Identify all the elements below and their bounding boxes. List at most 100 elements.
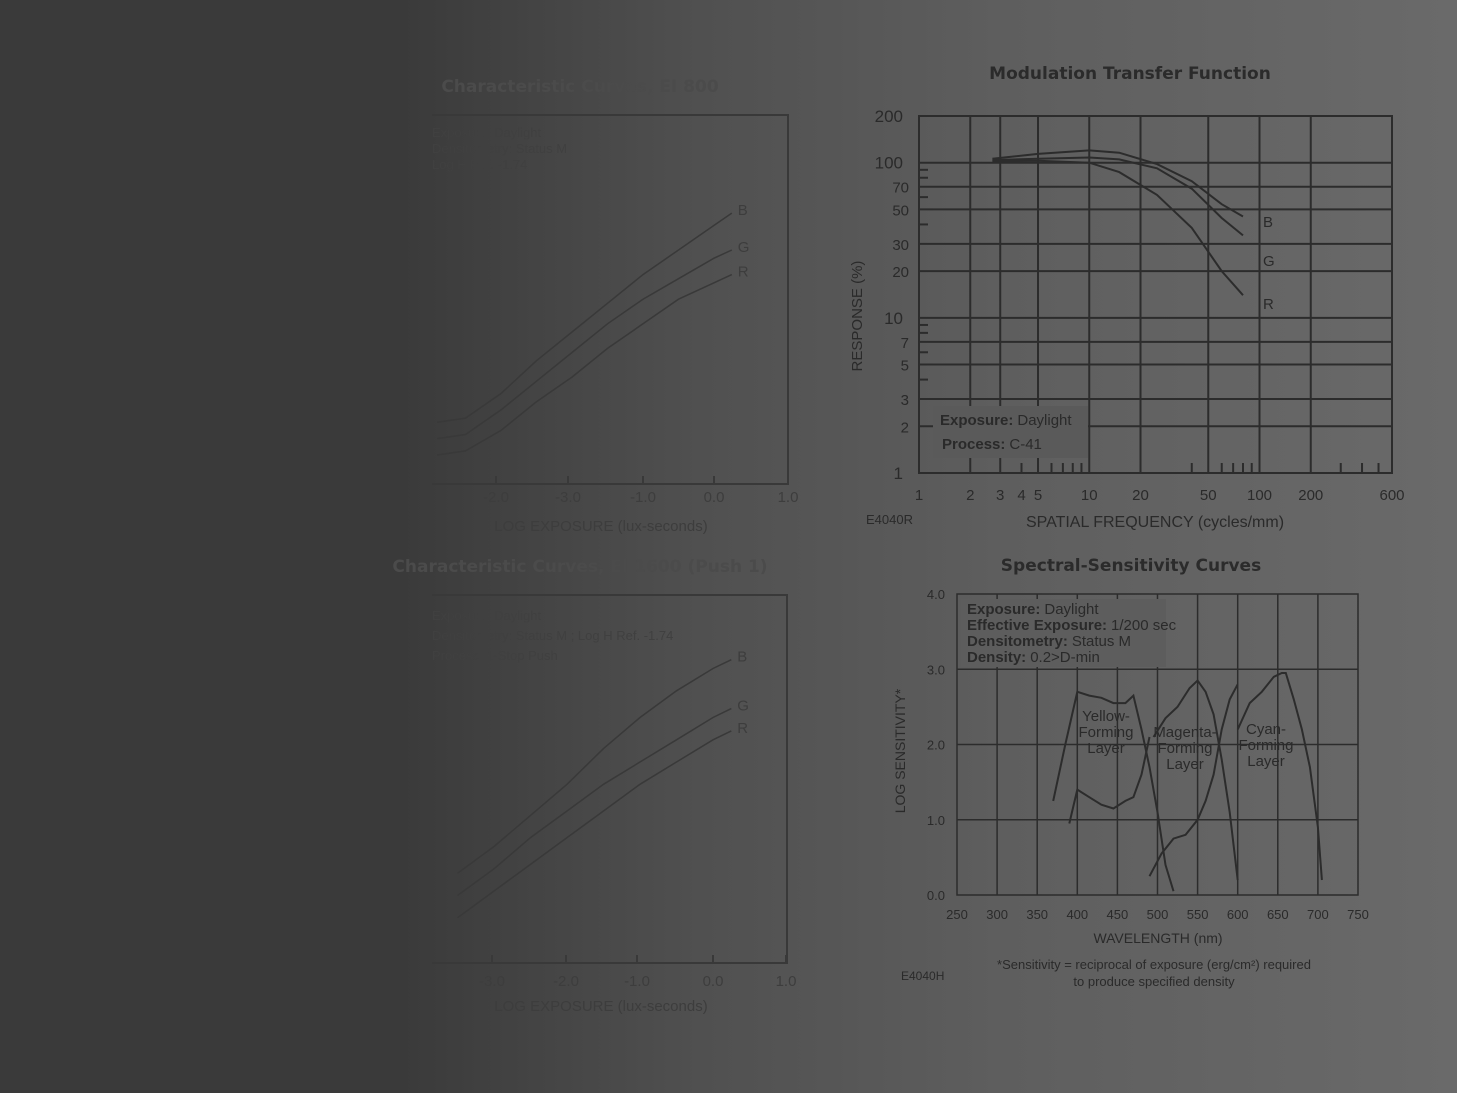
layer-label: Yellow- bbox=[1082, 708, 1130, 725]
annotation-exposure: Exposure: Daylight bbox=[940, 412, 1072, 429]
series-line bbox=[1052, 690, 1175, 892]
series-label: R bbox=[737, 720, 748, 737]
x-tick-label: -1.0 bbox=[630, 489, 656, 506]
chart-note: Exposure: Daylight bbox=[432, 125, 541, 140]
series-line bbox=[1068, 736, 1151, 824]
y-tick-label: 20 bbox=[892, 264, 909, 281]
x-tick-label: -3.0 bbox=[479, 973, 505, 990]
mtf-chart: Modulation Transfer Function 200 100 70 50 3… bbox=[849, 64, 1405, 531]
layer-label: Layer bbox=[1166, 756, 1204, 773]
layer-label: Magenta- bbox=[1153, 724, 1216, 741]
y-tick-label: 3.0 bbox=[927, 662, 945, 677]
x-tick-label: 450 bbox=[1107, 907, 1129, 922]
series-line-B bbox=[436, 212, 733, 423]
chart-note: Log H Ref. -1.74 bbox=[432, 157, 527, 172]
y-axis-label: RESPONSE (%) bbox=[849, 261, 866, 372]
layer-label: Cyan- bbox=[1246, 721, 1286, 738]
x-axis-label: LOG EXPOSURE (lux-seconds) bbox=[494, 998, 707, 1015]
series-line-R bbox=[457, 730, 732, 919]
x-tick-label: 700 bbox=[1307, 907, 1329, 922]
series-line-B bbox=[457, 659, 732, 874]
x-tick-label: 400 bbox=[1066, 907, 1088, 922]
y-tick-label: 4.0 bbox=[927, 587, 945, 602]
plot-frame bbox=[432, 594, 788, 964]
annotation-box bbox=[933, 406, 1088, 458]
x-tick-label: 650 bbox=[1267, 907, 1289, 922]
layer-label: Forming bbox=[1078, 724, 1133, 741]
chart-note: Densitometry: Status M bbox=[432, 141, 567, 156]
x-tick-label: 0.0 bbox=[704, 489, 725, 506]
x-tick-label: 600 bbox=[1227, 907, 1249, 922]
x-tick-label: 1.0 bbox=[776, 973, 797, 990]
plot-frame bbox=[918, 115, 1393, 474]
y-tick-label: 200 bbox=[875, 107, 903, 126]
annotation-box bbox=[961, 599, 1166, 667]
x-axis-label: SPATIAL FREQUENCY (cycles/mm) bbox=[1026, 514, 1284, 531]
series-line bbox=[1236, 672, 1323, 881]
x-tick-label: 10 bbox=[1081, 487, 1098, 504]
chart-note: Exposure: Daylight bbox=[432, 608, 541, 623]
annotation-process: Process: C-41 bbox=[942, 436, 1042, 453]
series-line-R bbox=[436, 273, 733, 456]
x-tick-label: 50 bbox=[1200, 487, 1217, 504]
series-line-R bbox=[992, 159, 1244, 296]
x-tick-label: -2.0 bbox=[483, 489, 509, 506]
series-label: R bbox=[1263, 296, 1274, 313]
figure-code: E4040H bbox=[901, 969, 944, 983]
y-tick-label: 70 bbox=[892, 180, 909, 197]
series-line-G bbox=[457, 707, 732, 897]
chart-title: Spectral-Sensitivity Curves bbox=[1001, 556, 1261, 576]
y-tick-label: 50 bbox=[892, 202, 909, 219]
figure-code: E4040R bbox=[866, 512, 913, 527]
series-label: G bbox=[738, 239, 750, 256]
chart-title: Characteristic Curves, EI 800 bbox=[441, 77, 719, 97]
layer-label: Forming bbox=[1238, 737, 1293, 754]
chart-title: Characteristic Curves, EI 1600 (Push 1) bbox=[392, 557, 767, 577]
x-tick-label: 4 bbox=[1017, 487, 1025, 504]
y-tick-label: 1.0 bbox=[927, 813, 945, 828]
footnote: *Sensitivity = reciprocal of exposure (e… bbox=[997, 957, 1311, 972]
y-axis-label: LOG SENSITIVITY* bbox=[892, 688, 908, 813]
chart-note: Process: 1-Stop Push bbox=[432, 648, 558, 663]
y-tick-label: 3 bbox=[901, 392, 909, 409]
y-tick-label: 1 bbox=[894, 464, 903, 483]
series-label: G bbox=[737, 698, 749, 715]
x-tick-label: 1 bbox=[915, 487, 923, 504]
x-tick-label: 100 bbox=[1247, 487, 1272, 504]
series-label: B bbox=[737, 649, 747, 666]
x-tick-label: 750 bbox=[1347, 907, 1369, 922]
y-tick-label: 10 bbox=[884, 309, 903, 328]
x-axis-label: WAVELENGTH (nm) bbox=[1093, 930, 1222, 946]
layer-label: Layer bbox=[1247, 753, 1285, 770]
y-tick-label: 5 bbox=[901, 358, 909, 375]
x-tick-label: 250 bbox=[946, 907, 968, 922]
x-tick-label: 300 bbox=[986, 907, 1008, 922]
layer-label: Forming bbox=[1157, 740, 1212, 757]
x-tick-label: 5 bbox=[1034, 487, 1042, 504]
series-label: B bbox=[738, 202, 748, 219]
y-tick-label: 100 bbox=[875, 154, 903, 173]
x-tick-label: 1.0 bbox=[778, 489, 799, 506]
series-label: G bbox=[1263, 253, 1275, 270]
x-tick-label: 20 bbox=[1132, 487, 1149, 504]
series-line bbox=[1148, 683, 1239, 877]
series-label: B bbox=[1263, 214, 1273, 231]
char-curves-ei1600-chart: Characteristic Curves, EI 1600 (Push 1) … bbox=[392, 557, 796, 1015]
annotation-line: Densitometry: Status M bbox=[967, 633, 1131, 650]
annotation-line: Density: 0.2>D-min bbox=[967, 649, 1100, 666]
series-label: R bbox=[738, 264, 749, 281]
y-tick-label: 30 bbox=[892, 237, 909, 254]
x-tick-label: -3.0 bbox=[555, 489, 581, 506]
chart-title: Modulation Transfer Function bbox=[989, 64, 1271, 84]
x-tick-label: -2.0 bbox=[553, 973, 579, 990]
layer-label: Layer bbox=[1087, 740, 1125, 757]
y-tick-label: 0.0 bbox=[927, 888, 945, 903]
x-tick-label: 2 bbox=[966, 487, 974, 504]
x-tick-label: 550 bbox=[1187, 907, 1209, 922]
series-line bbox=[1152, 678, 1239, 881]
x-tick-label: 500 bbox=[1147, 907, 1169, 922]
x-tick-label: 3 bbox=[996, 487, 1004, 504]
x-tick-label: 350 bbox=[1026, 907, 1048, 922]
